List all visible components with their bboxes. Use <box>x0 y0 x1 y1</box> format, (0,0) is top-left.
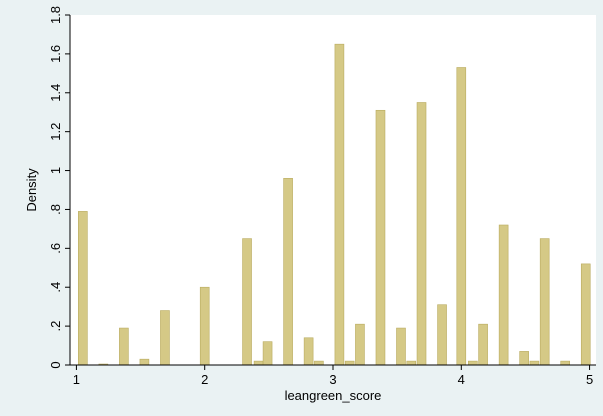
histogram-bar <box>334 43 345 366</box>
histogram-bar <box>580 263 591 366</box>
y-ticks-group: 0 .2 .4 .6 .8 1 1.2 1.4 1.6 1.8 <box>48 6 70 369</box>
x-tick-label: 1 <box>73 372 80 387</box>
histogram-bar <box>456 67 467 366</box>
histogram-bar <box>498 224 509 366</box>
y-tick-label: 1.4 <box>48 84 63 102</box>
histogram-bar <box>478 323 488 366</box>
histogram-bar <box>406 360 417 366</box>
x-tick-label: 5 <box>586 372 593 387</box>
histogram-bar <box>396 327 406 366</box>
x-axis-label: leangreen_score <box>285 388 382 403</box>
histogram-bar <box>539 238 550 366</box>
histogram-bar <box>314 360 324 366</box>
histogram-bar <box>416 102 427 366</box>
histogram-bar <box>283 178 293 366</box>
histogram-bar <box>199 286 210 366</box>
histogram-bar <box>78 211 88 366</box>
histogram-bar <box>303 337 314 366</box>
histogram-bar <box>375 109 386 366</box>
y-tick-label: .6 <box>48 243 63 254</box>
histogram-bar <box>560 360 570 366</box>
y-tick-label: .4 <box>48 282 63 293</box>
histogram-bar <box>242 238 252 366</box>
y-tick-label: 1.6 <box>48 45 63 63</box>
histogram-bar <box>519 351 529 366</box>
histogram-bar <box>160 310 170 366</box>
histogram-bar <box>529 360 540 366</box>
y-axis-label: Density <box>24 168 39 212</box>
histogram-bar <box>139 358 150 366</box>
histogram-bar <box>468 360 478 366</box>
y-tick-label: 1.8 <box>48 6 63 24</box>
y-tick-label: 1.2 <box>48 123 63 141</box>
x-tick-label: 3 <box>329 372 336 387</box>
histogram-bar <box>262 341 273 366</box>
y-tick-label: .2 <box>48 321 63 332</box>
histogram-bar <box>344 360 355 366</box>
histogram-bar <box>119 327 129 366</box>
x-tick-label: 4 <box>458 372 465 387</box>
y-tick-label: 0 <box>48 361 63 368</box>
plot-area <box>70 15 596 365</box>
y-tick-label: 1 <box>48 167 63 174</box>
histogram-bar <box>355 323 365 366</box>
y-tick-label: .8 <box>48 204 63 215</box>
histogram-bar <box>437 304 447 366</box>
histogram-bar <box>253 360 264 366</box>
x-tick-label: 2 <box>201 372 208 387</box>
x-ticks-group: 1 2 3 4 5 <box>73 365 593 387</box>
